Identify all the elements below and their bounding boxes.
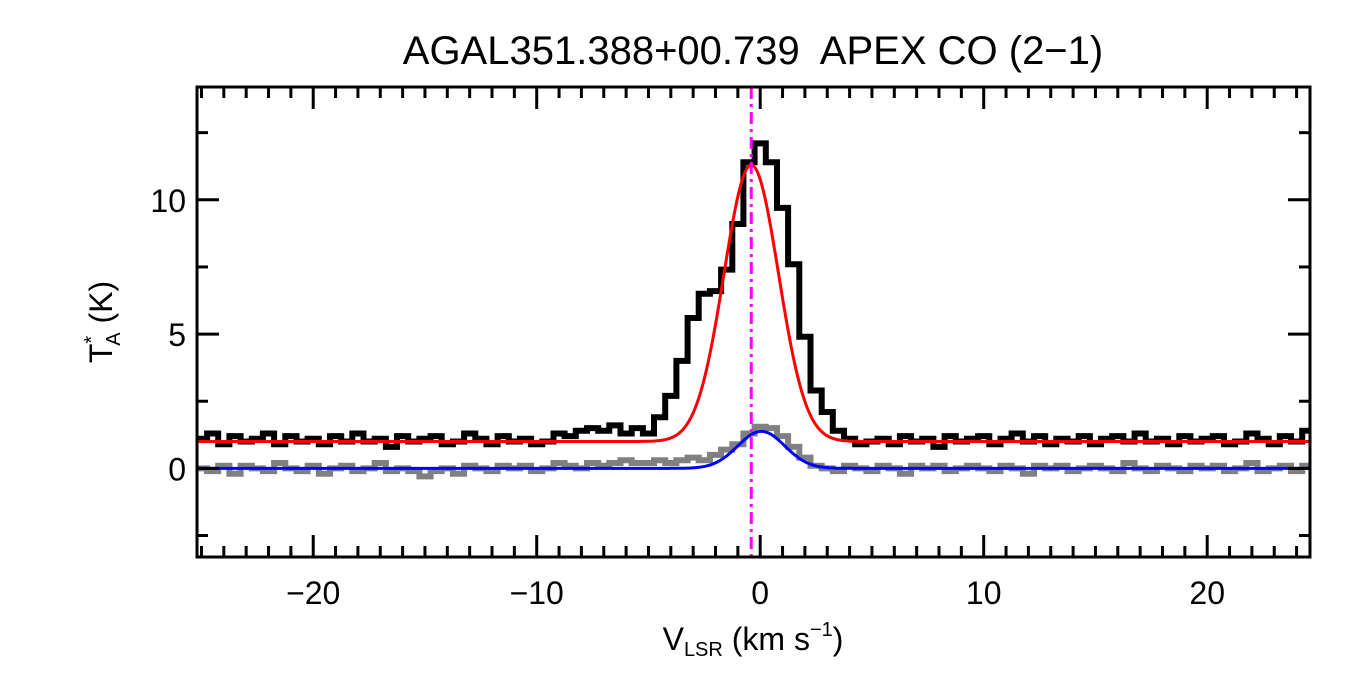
x-tick-label: −10 [510, 575, 564, 611]
plot-frame [195, 85, 1312, 559]
x-label-main: V [663, 621, 685, 657]
x-label-close: ) [833, 621, 844, 657]
x-axis-label: VLSR (km s−1) [663, 619, 844, 661]
x-label-rest: (km s [723, 621, 810, 657]
x-tick-label: 20 [1189, 575, 1225, 611]
x-label-sub: LSR [684, 639, 723, 661]
chart-title: AGAL351.388+00.739 APEX CO (2−1) [403, 29, 1103, 73]
y-tick-label: 10 [150, 183, 186, 219]
y-tick-label: 0 [168, 451, 186, 487]
y-label-sub: A [103, 332, 125, 346]
x-tick-label: 0 [751, 575, 769, 611]
x-tick-label: 10 [966, 575, 1002, 611]
spectrum-series-0 [197, 140, 1310, 450]
gaussian-fit-0 [197, 163, 1309, 443]
axis-ticks: −20 −10 0 10 20 0 5 10 [150, 87, 1310, 611]
y-axis-label: T*A (K) [81, 281, 125, 363]
plot-area [197, 87, 1310, 557]
x-label-sup: −1 [810, 619, 833, 641]
x-tick-label: −20 [286, 575, 340, 611]
spectrum-series-1 [197, 423, 1310, 480]
y-label-main: T [83, 344, 119, 364]
gaussian-fit-1 [197, 429, 1309, 470]
y-label-rest: (K) [83, 281, 119, 333]
y-label-sup: * [81, 336, 103, 344]
y-tick-label: 5 [168, 317, 186, 353]
